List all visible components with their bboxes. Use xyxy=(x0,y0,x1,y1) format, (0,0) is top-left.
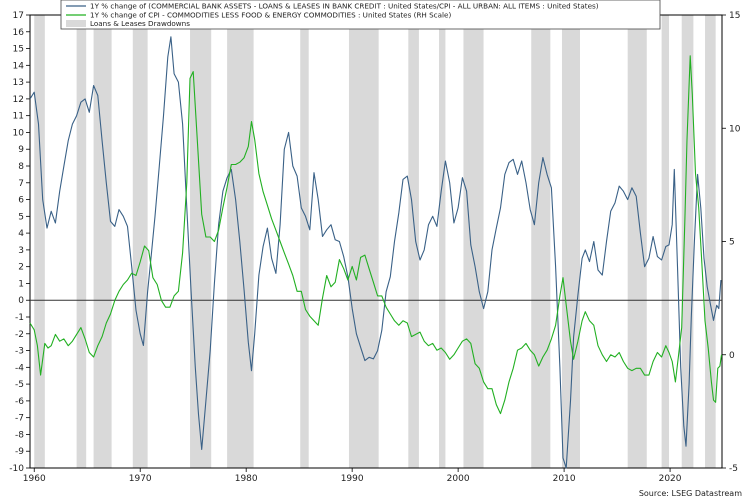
drawdown-band-8 xyxy=(408,15,419,468)
x-tick-label: 2020 xyxy=(659,474,682,484)
left-tick-label: -5 xyxy=(15,380,24,390)
drawdown-band-15 xyxy=(681,15,694,468)
drawdown-band-0 xyxy=(34,15,45,468)
drawdown-bands xyxy=(34,15,716,468)
legend: 1Y % change of (COMMERCIAL BANK ASSETS -… xyxy=(60,0,661,30)
left-tick-label: 17 xyxy=(13,11,24,21)
left-tick-label: 13 xyxy=(13,78,24,88)
series-line-0 xyxy=(29,36,722,469)
left-tick-label: 12 xyxy=(13,95,24,105)
drawdown-band-3 xyxy=(132,15,148,468)
x-tick-label: 2010 xyxy=(553,474,576,484)
series-line-1 xyxy=(29,55,723,415)
drawdown-band-12 xyxy=(561,15,580,468)
left-tick-label: 16 xyxy=(13,28,25,38)
x-axis: 1960 1970 1980 1990 2000 2010 2020 xyxy=(23,468,682,484)
left-tick-label: -1 xyxy=(15,313,24,323)
drawdown-band-4 xyxy=(190,15,212,468)
left-tick-label: 4 xyxy=(18,229,24,239)
left-tick-label: -4 xyxy=(15,363,24,373)
x-tick-label: 1960 xyxy=(23,474,46,484)
left-tick-label: 7 xyxy=(18,179,24,189)
left-tick-label: -10 xyxy=(9,464,24,474)
legend-label-cpi: 1Y % change of CPI - COMMODITIES LESS FO… xyxy=(90,11,451,20)
source-note: Source: LSEG Datastream xyxy=(639,489,742,498)
left-tick-label: 0 xyxy=(18,296,24,306)
left-tick-label: 5 xyxy=(18,212,24,222)
left-tick-label: 9 xyxy=(18,145,24,155)
left-tick-label: -6 xyxy=(15,397,24,407)
drawdown-band-2 xyxy=(93,15,112,468)
drawdown-band-10 xyxy=(463,15,484,468)
left-axis: 17161514131211109876543210-1-2-3-4-5-6-7… xyxy=(9,11,30,474)
x-tick-label: 2000 xyxy=(447,474,470,484)
legend-box xyxy=(60,0,661,30)
legend-swatch-drawdowns xyxy=(66,20,86,27)
left-tick-label: -8 xyxy=(15,430,24,440)
right-tick-label: 15 xyxy=(729,11,740,21)
legend-label-loans: 1Y % change of (COMMERCIAL BANK ASSETS -… xyxy=(90,2,599,11)
left-tick-label: 1 xyxy=(18,279,24,289)
x-tick-label: 1990 xyxy=(341,474,364,484)
legend-label-drawdowns: Loans & Leases Drawdowns xyxy=(90,19,190,28)
left-tick-label: 11 xyxy=(13,112,24,122)
left-tick-label: 6 xyxy=(18,196,24,206)
left-tick-label: 14 xyxy=(13,61,25,71)
drawdown-band-7 xyxy=(348,15,379,468)
x-tick-label: 1980 xyxy=(235,474,258,484)
left-tick-label: 8 xyxy=(18,162,24,172)
drawdown-band-6 xyxy=(300,15,309,468)
x-tick-label: 1970 xyxy=(129,474,152,484)
drawdown-band-9 xyxy=(439,15,446,468)
left-tick-label: -7 xyxy=(15,414,24,424)
left-tick-label: 2 xyxy=(18,263,24,273)
drawdown-band-14 xyxy=(661,15,670,468)
drawdown-band-16 xyxy=(705,15,716,468)
left-tick-label: -2 xyxy=(15,330,24,340)
left-tick-label: -9 xyxy=(15,447,24,457)
right-tick-label: -5 xyxy=(729,464,738,474)
right-tick-label: 0 xyxy=(729,351,735,361)
right-tick-label: 5 xyxy=(729,238,735,248)
left-tick-label: 10 xyxy=(13,128,25,138)
left-tick-label: 15 xyxy=(13,45,24,55)
drawdown-band-13 xyxy=(627,15,647,468)
right-axis: 15 10 5 0 -5 xyxy=(722,11,741,474)
series-lines xyxy=(29,36,723,469)
left-tick-label: -3 xyxy=(15,347,24,357)
right-tick-label: 10 xyxy=(729,124,741,134)
drawdown-band-5 xyxy=(227,15,254,468)
left-tick-label: 3 xyxy=(18,246,24,256)
drawdown-band-11 xyxy=(531,15,551,468)
drawdown-band-1 xyxy=(76,15,87,468)
